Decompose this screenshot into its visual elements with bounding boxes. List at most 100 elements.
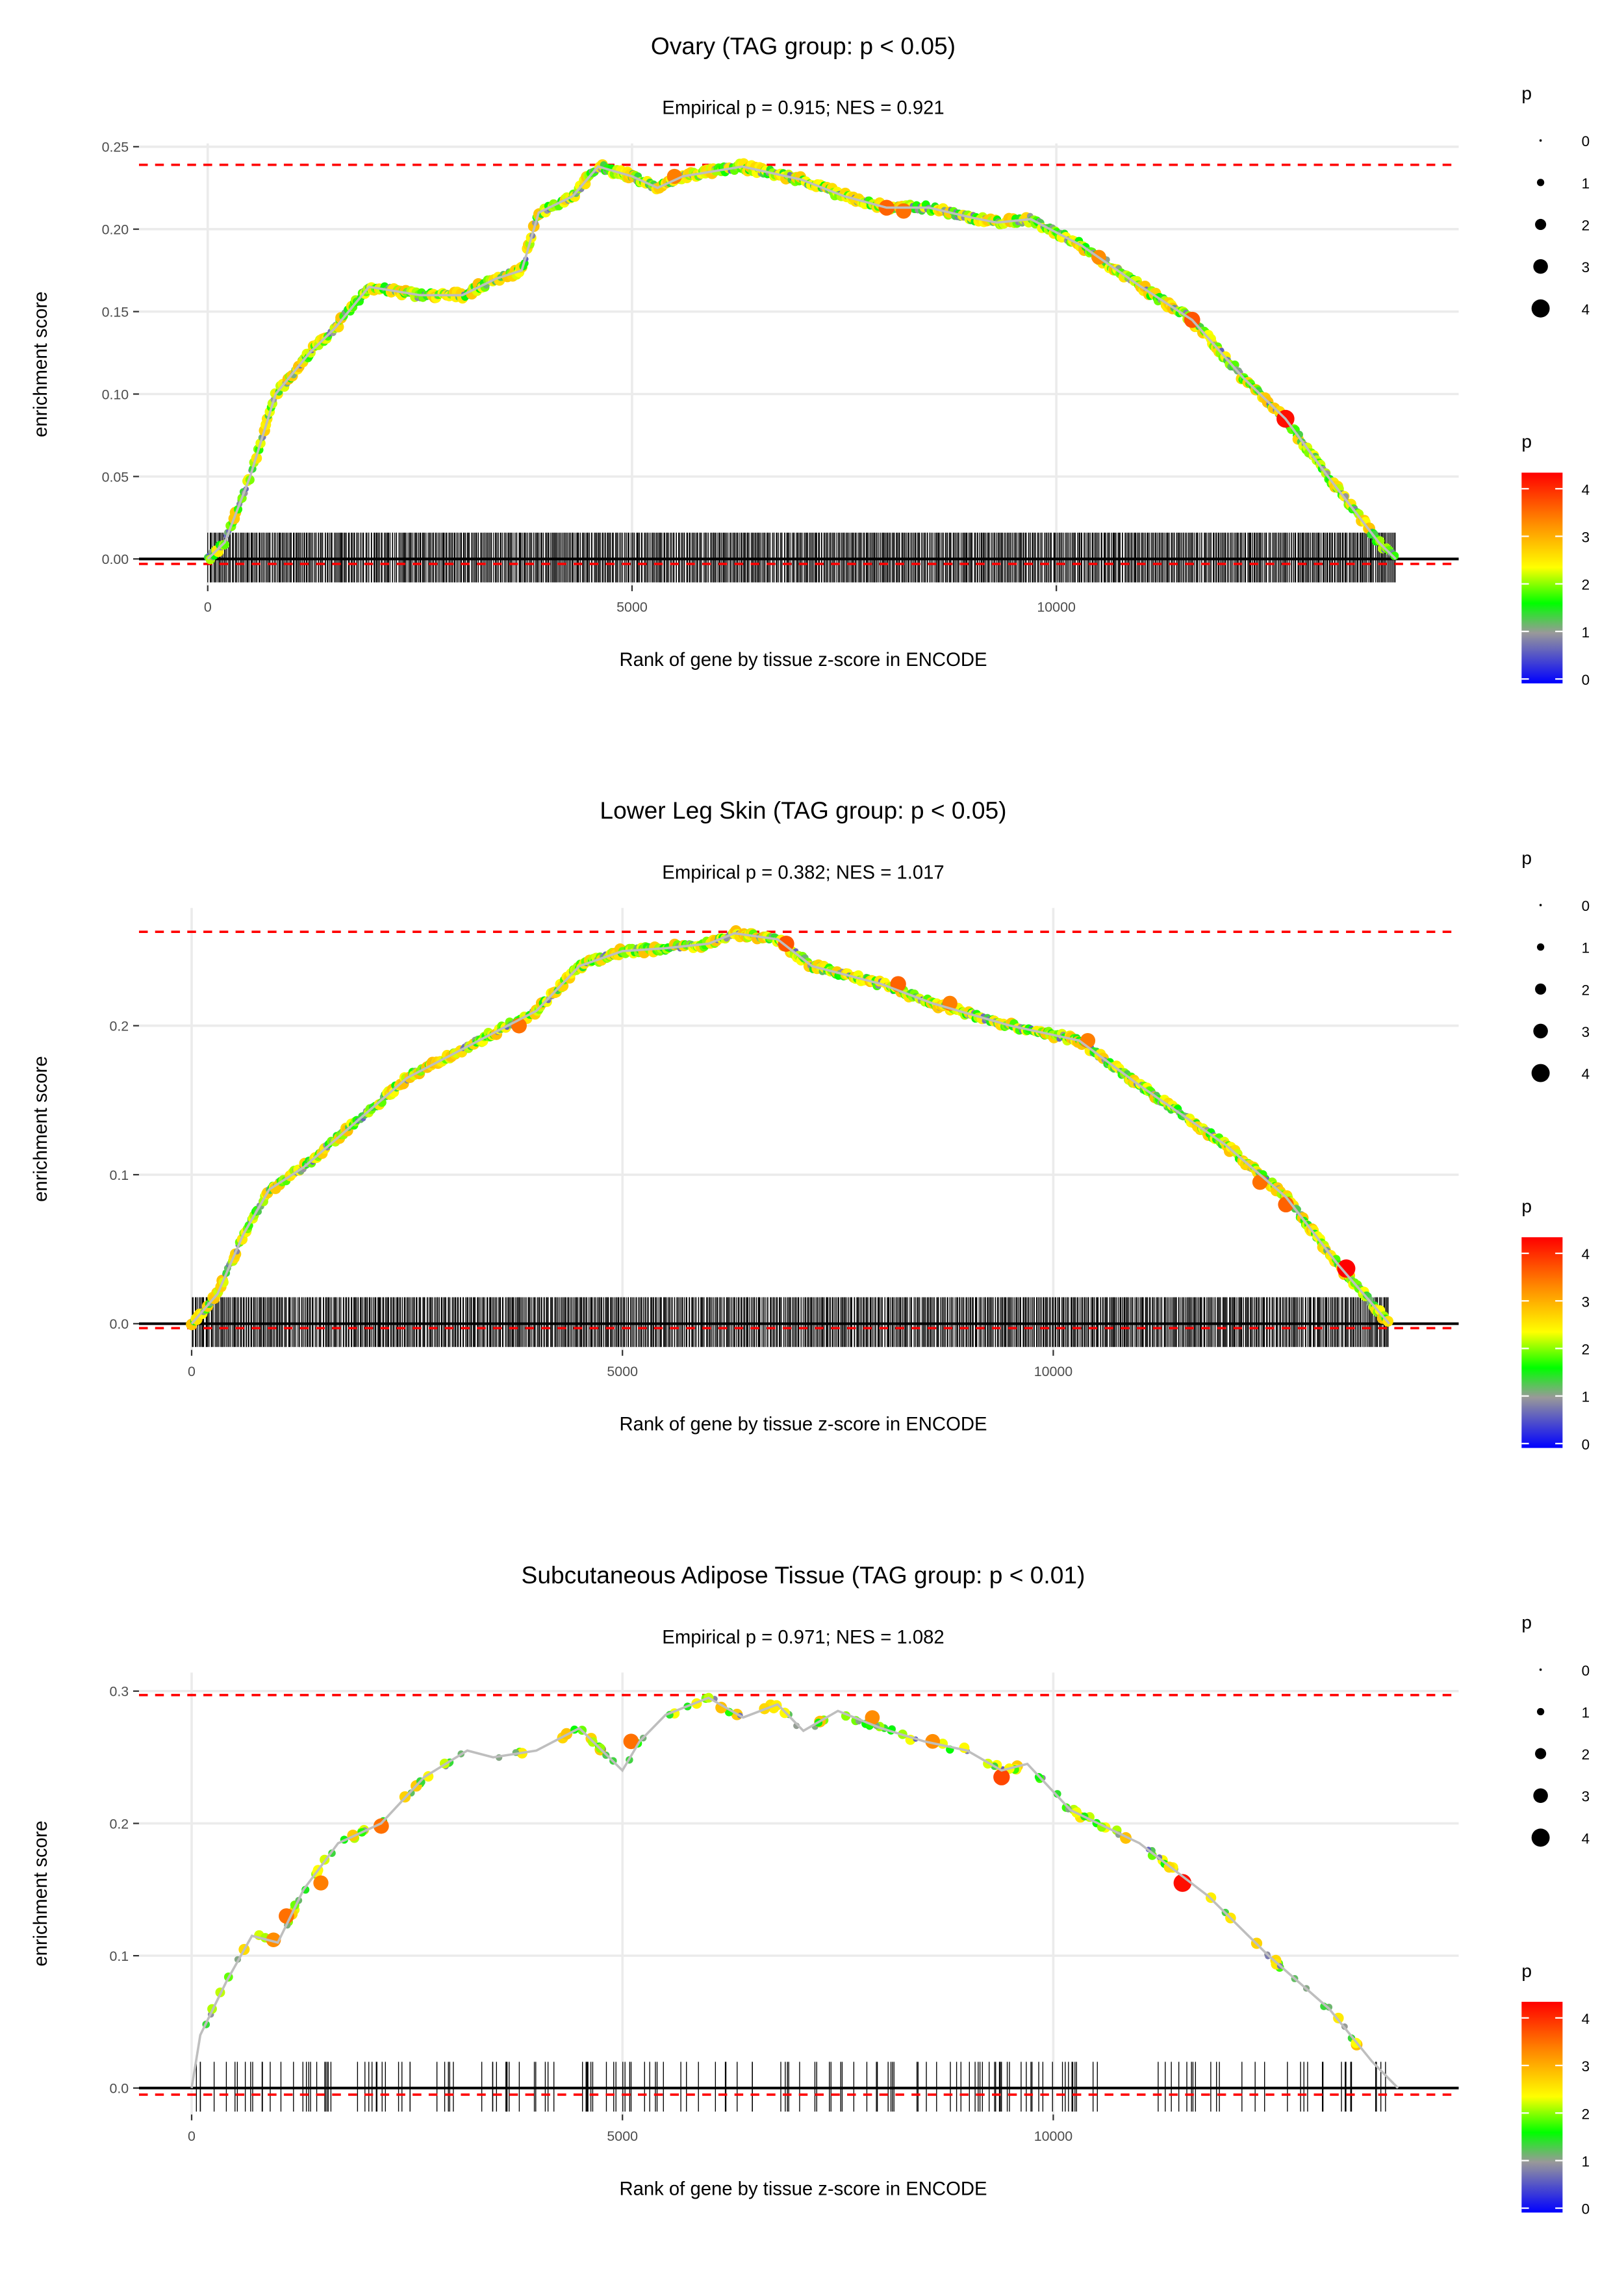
y-tick-label: 0.10 (102, 387, 129, 402)
color-legend-label: 0 (1582, 2201, 1590, 2217)
es-point-significant (993, 1769, 1010, 1785)
chart-subtitle: Empirical p = 0.971; NES = 1.082 (662, 1627, 944, 1648)
size-legend-label: 1 (1582, 1704, 1590, 1720)
size-legend-dot (1533, 1023, 1548, 1039)
chart-subtitle: Empirical p = 0.382; NES = 1.017 (662, 862, 944, 883)
size-legend-label: 4 (1582, 1066, 1590, 1082)
size-legend-dot (1536, 943, 1545, 951)
size-legend-dot (1535, 218, 1547, 231)
es-point-significant (279, 1908, 294, 1924)
chart-title: Ovary (TAG group: p < 0.05) (651, 32, 956, 59)
size-legend-dot (1533, 1788, 1548, 1803)
es-point-significant (313, 1875, 329, 1891)
size-legend-dot (1535, 1748, 1547, 1759)
size-legend-label: 2 (1582, 1746, 1590, 1763)
x-tick-label: 5000 (607, 2128, 638, 2144)
es-point-significant (666, 168, 682, 185)
chart-subtitle: Empirical p = 0.915; NES = 0.921 (662, 98, 944, 119)
color-bar (1521, 1237, 1563, 1448)
x-tick-label: 0 (188, 2128, 196, 2144)
color-legend-label: 2 (1582, 2106, 1590, 2122)
chart-title: Lower Leg Skin (TAG group: p < 0.05) (600, 797, 1006, 824)
color-bar (1521, 2002, 1563, 2213)
chart-panel-3: Subcutaneous Adipose Tissue (TAG group: … (31, 1561, 1590, 2217)
y-tick-label: 0.00 (102, 552, 129, 567)
size-legend-dot (1531, 1064, 1550, 1082)
es-point (715, 1702, 728, 1714)
gene-rug (192, 1297, 1389, 1348)
color-legend-label: 4 (1582, 1246, 1590, 1262)
es-curve (190, 932, 1391, 1325)
size-legend-label: 2 (1582, 982, 1590, 998)
y-tick-label: 0.0 (109, 2081, 129, 2097)
color-legend-label: 0 (1582, 672, 1590, 688)
size-legend-dot (1539, 1668, 1542, 1671)
y-tick-label: 0.2 (109, 1816, 129, 1832)
color-bar (1521, 472, 1563, 683)
size-legend-dot (1539, 904, 1542, 906)
chart-title: Subcutaneous Adipose Tissue (TAG group: … (522, 1561, 1085, 1589)
y-tick-label: 0.1 (109, 1948, 129, 1964)
size-legend-label: 0 (1582, 1663, 1590, 1679)
color-legend-title: p (1521, 431, 1532, 452)
color-legend-title: p (1521, 1961, 1532, 1981)
x-tick-label: 10000 (1034, 2128, 1073, 2144)
es-point-significant (1337, 1259, 1356, 1278)
size-legend-label: 0 (1582, 133, 1590, 149)
y-tick-label: 0.15 (102, 304, 129, 320)
size-legend-dot (1533, 259, 1548, 274)
size-legend-label: 2 (1582, 218, 1590, 234)
y-tick-label: 0.20 (102, 222, 129, 238)
es-point (1053, 1790, 1061, 1798)
y-tick-label: 0.3 (109, 1684, 129, 1700)
es-curve (207, 165, 1397, 560)
size-legend-label: 3 (1582, 259, 1590, 275)
size-legend-label: 1 (1582, 175, 1590, 192)
size-legend-title: p (1521, 848, 1532, 868)
size-legend-dot (1539, 139, 1542, 142)
y-tick-label: 0.2 (109, 1019, 129, 1034)
y-axis-label: enrichment score (31, 292, 51, 437)
es-curve (190, 1696, 1399, 2089)
size-legend-dot (1531, 1828, 1550, 1847)
color-legend-label: 1 (1582, 624, 1590, 641)
size-legend-dot (1535, 983, 1547, 995)
chart-panel-1: Ovary (TAG group: p < 0.05) Empirical p =… (31, 32, 1590, 688)
x-axis-label: Rank of gene by tissue z-score in ENCODE (619, 2178, 987, 2199)
y-tick-label: 0.1 (109, 1168, 129, 1183)
color-legend-label: 0 (1582, 1437, 1590, 1453)
es-points (202, 1693, 1363, 2050)
x-tick-label: 0 (204, 599, 212, 615)
color-legend-label: 1 (1582, 1389, 1590, 1405)
size-legend-dot (1536, 1707, 1545, 1716)
y-axis-label: enrichment score (31, 1820, 51, 1966)
y-tick-label: 0.25 (102, 140, 129, 155)
x-tick-label: 5000 (616, 599, 648, 615)
size-legend-label: 1 (1582, 940, 1590, 956)
y-tick-label: 0.05 (102, 469, 129, 485)
chart-panel-2: Lower Leg Skin (TAG group: p < 0.05) Empi… (31, 797, 1590, 1453)
size-legend-dot (1536, 179, 1545, 186)
size-legend-title: p (1521, 1613, 1532, 1633)
size-legend-label: 4 (1582, 1830, 1590, 1846)
es-point-significant (896, 203, 911, 219)
size-legend-label: 4 (1582, 301, 1590, 318)
color-legend-label: 3 (1582, 1294, 1590, 1310)
color-legend-label: 3 (1582, 2058, 1590, 2075)
es-point (1375, 536, 1385, 546)
color-legend-title: p (1521, 1196, 1532, 1216)
x-tick-label: 0 (188, 1364, 196, 1379)
color-legend-label: 2 (1582, 577, 1590, 593)
size-legend-label: 3 (1582, 1789, 1590, 1805)
gene-rug (207, 532, 1396, 583)
color-legend-label: 4 (1582, 481, 1590, 498)
es-points (204, 158, 1399, 565)
gene-rug (196, 2062, 1386, 2112)
x-axis-label: Rank of gene by tissue z-score in ENCODE (619, 650, 987, 671)
y-axis-label: enrichment score (31, 1056, 51, 1201)
es-points (186, 925, 1394, 1331)
size-legend-label: 3 (1582, 1024, 1590, 1040)
es-point (1390, 551, 1399, 561)
es-point (220, 540, 230, 550)
